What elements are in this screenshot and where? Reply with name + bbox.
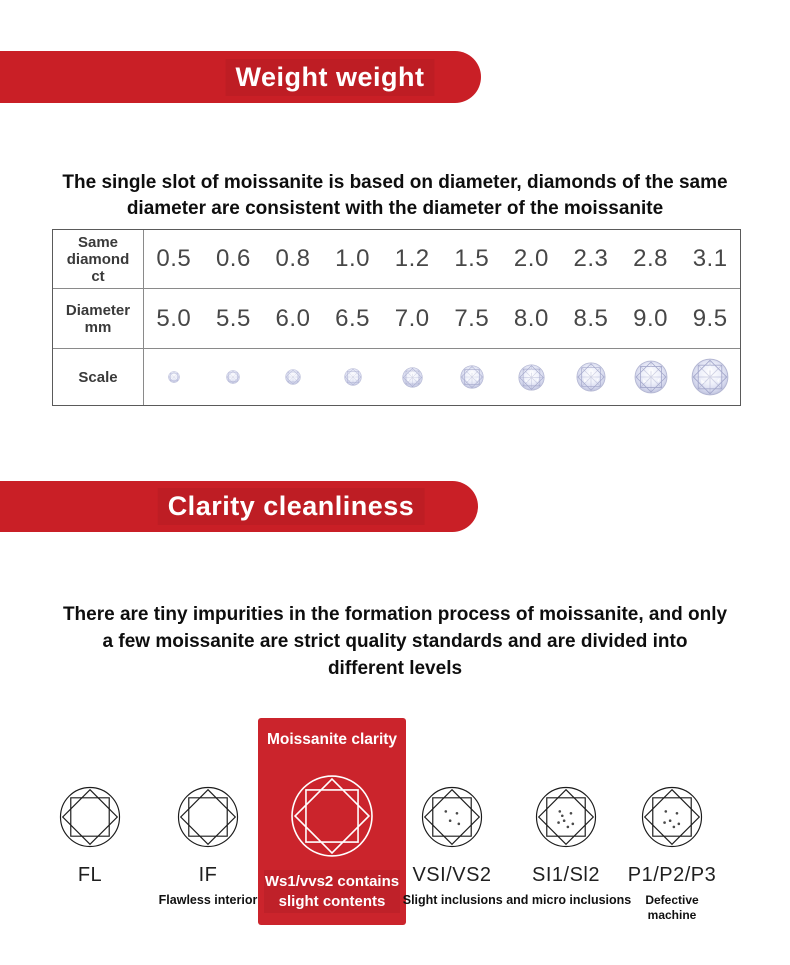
scale-diamond-icon <box>502 363 562 391</box>
table-value: 6.5 <box>335 304 371 332</box>
scale-diamond-icon <box>680 358 740 396</box>
grade-vsi-vs2: VSI/VS2 <box>392 786 512 887</box>
table-value: 0.6 <box>215 245 251 272</box>
diameter-values: 5.0 5.5 6.0 6.5 7.0 7.5 8.0 8.5 9.0 9.5 <box>144 289 740 348</box>
clarity-intro-line: different levels <box>327 658 463 679</box>
scale-diamond-icon <box>204 370 264 384</box>
row-header-diameter: Diameter mm <box>53 289 144 348</box>
grade-label: VSI/VS2 <box>412 864 492 886</box>
diamond-outline-icon <box>177 786 239 848</box>
scale-diamond-icon <box>561 362 621 392</box>
table-value: 2.0 <box>513 245 549 272</box>
moissanite-clarity-card: Moissanite clarity Ws1/vvs2 contains sli… <box>258 718 406 925</box>
grade-sublabel: Defective machine <box>645 893 699 922</box>
table-value: 6.0 <box>275 304 311 332</box>
table-row-carat: Same diamond ct 0.5 0.6 0.8 1.0 1.2 1.5 2.0 2.3… <box>53 230 740 288</box>
card-caption-line: Ws1/vvs2 contains <box>264 873 400 890</box>
table-row-diameter: Diameter mm 5.0 5.5 6.0 6.5 7.0 7.5 8.0 8.5 9.0 9… <box>53 288 740 348</box>
shared-grade-sublabel: Slight inclusions and micro inclusions <box>402 893 632 907</box>
table-value: 2.8 <box>633 245 668 272</box>
card-caption: Ws1/vvs2 contains slight contents <box>264 870 400 913</box>
clarity-intro-text: There are tiny impurities in the formati… <box>0 601 790 682</box>
scale-diamond-icon <box>382 366 442 388</box>
table-value: 9.0 <box>633 304 668 332</box>
clarity-banner-title: Clarity cleanliness <box>157 488 425 525</box>
table-row-scale: Scale <box>53 348 740 405</box>
size-table: Same diamond ct 0.5 0.6 0.8 1.0 1.2 1.5 2.0 2.3… <box>52 229 741 406</box>
grade-si1-si2: SI1/Sl2 <box>506 786 626 887</box>
diamond-outline-icon <box>59 786 121 848</box>
table-value: 8.5 <box>573 304 609 332</box>
table-value: 0.5 <box>156 245 192 272</box>
grade-p1-p2-p3: P1/P2/P3 Defective machine <box>612 786 732 923</box>
diamond-outline-icon <box>535 786 597 848</box>
scale-diamond-icon <box>323 368 383 386</box>
grade-label: IF <box>198 864 218 886</box>
diamond-outline-white-icon <box>290 774 374 858</box>
scale-diamond-icon <box>144 371 204 383</box>
diamond-outline-icon <box>641 786 703 848</box>
table-value: 7.5 <box>454 304 490 332</box>
weight-section-banner: Weight weight <box>0 51 481 103</box>
weight-intro-text: The single slot of moissanite is based o… <box>0 170 790 222</box>
weight-intro-line: The single slot of moissanite is based o… <box>62 172 728 193</box>
clarity-intro-line: There are tiny impurities in the formati… <box>62 604 728 625</box>
grade-fl: FL <box>30 786 150 887</box>
grade-label: SI1/Sl2 <box>532 864 600 886</box>
grade-label: FL <box>77 864 103 886</box>
table-value: 0.8 <box>275 245 311 272</box>
table-value: 1.5 <box>454 245 490 272</box>
row-header-scale: Scale <box>53 349 144 405</box>
weight-intro-line: diameter are consistent with the diamete… <box>126 198 664 219</box>
table-value: 9.5 <box>692 304 728 332</box>
grade-if: IF Flawless interior <box>148 786 268 908</box>
diamond-outline-icon <box>421 786 483 848</box>
scale-diamond-row <box>144 349 740 405</box>
card-caption-line: slight contents <box>278 892 386 910</box>
table-value: 5.5 <box>215 304 251 332</box>
scale-diamond-icon <box>442 365 502 389</box>
weight-banner-title: Weight weight <box>225 58 435 96</box>
table-value: 1.2 <box>394 245 430 272</box>
row-header-carat: Same diamond ct <box>53 230 144 288</box>
grade-sublabel: Flawless interior <box>158 893 258 907</box>
table-value: 3.1 <box>692 245 728 272</box>
table-value: 5.0 <box>156 304 192 332</box>
clarity-scale: FL IF Flawless interior Moissanite clari… <box>0 700 790 950</box>
table-value: 1.0 <box>335 245 371 272</box>
carat-values: 0.5 0.6 0.8 1.0 1.2 1.5 2.0 2.3 2.8 3.1 <box>144 230 740 288</box>
clarity-intro-line: a few moissanite are strict quality stan… <box>102 631 688 652</box>
scale-diamond-icon <box>263 369 323 385</box>
table-value: 7.0 <box>394 304 430 332</box>
table-value: 2.3 <box>573 245 609 272</box>
table-value: 8.0 <box>513 304 549 332</box>
clarity-section-banner: Clarity cleanliness <box>0 481 478 532</box>
grade-label: P1/P2/P3 <box>627 864 717 886</box>
scale-diamond-icon <box>621 360 681 394</box>
card-title: Moissanite clarity <box>266 731 398 748</box>
